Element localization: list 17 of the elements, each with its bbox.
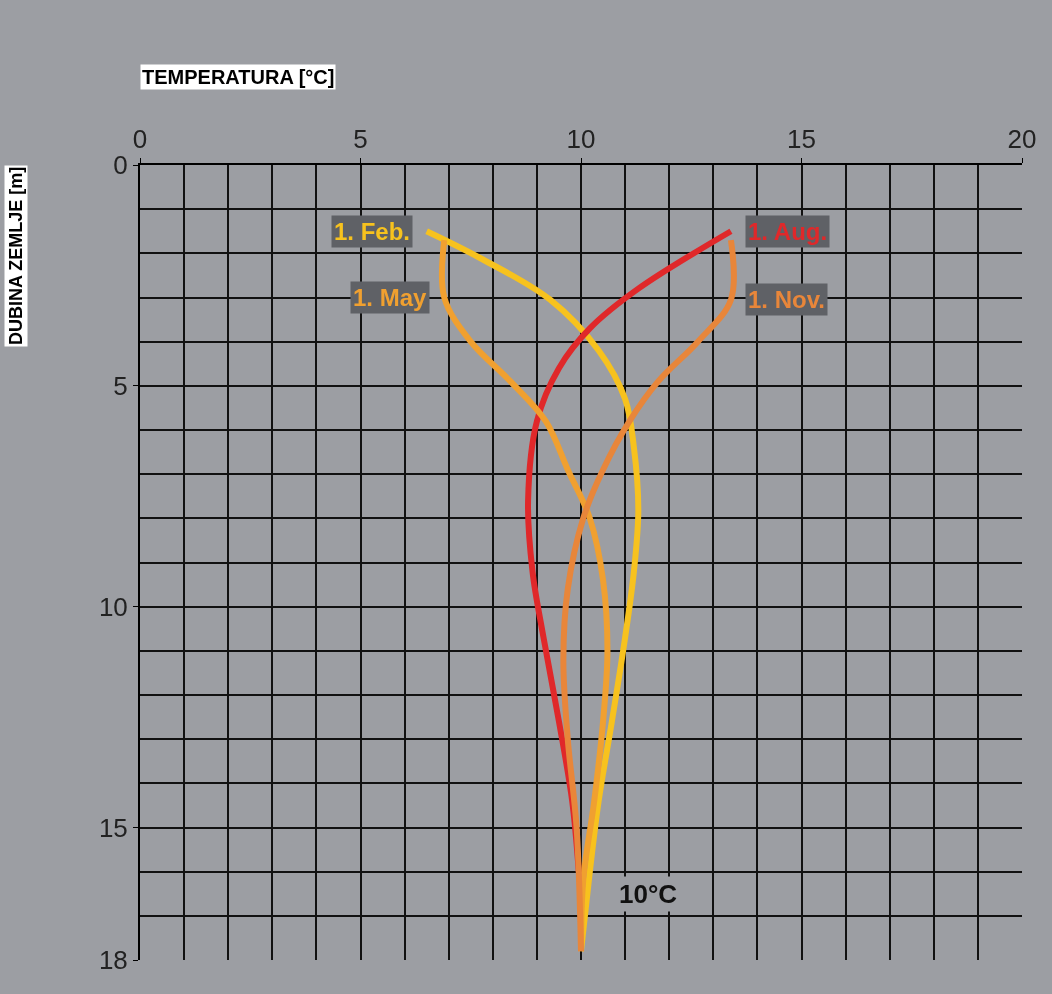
series-label: 1. May: [353, 284, 428, 311]
x-tick-label: 10: [566, 123, 596, 154]
x-tick-label: 15: [787, 123, 816, 154]
x-tick-label: 0: [132, 123, 148, 154]
series-label: 1. Feb.: [334, 218, 411, 245]
annotation: 10°C: [619, 879, 678, 909]
y-tick-label: 0: [113, 150, 128, 181]
y-tick-label: 18: [98, 945, 128, 976]
x-tick-label: 20: [1007, 123, 1037, 154]
series-label: 1. Aug.: [748, 218, 828, 245]
x-tick-label: 5: [353, 123, 368, 154]
y-axis-title: DUBINA ZEMLJE [m]: [6, 166, 26, 345]
y-tick-label: 15: [98, 812, 128, 843]
x-axis-title: TEMPERATURA [°C]: [142, 66, 335, 88]
series-label: 1. Nov.: [748, 286, 825, 313]
y-tick-label: 5: [113, 370, 128, 401]
y-tick-label: 10: [98, 591, 128, 622]
